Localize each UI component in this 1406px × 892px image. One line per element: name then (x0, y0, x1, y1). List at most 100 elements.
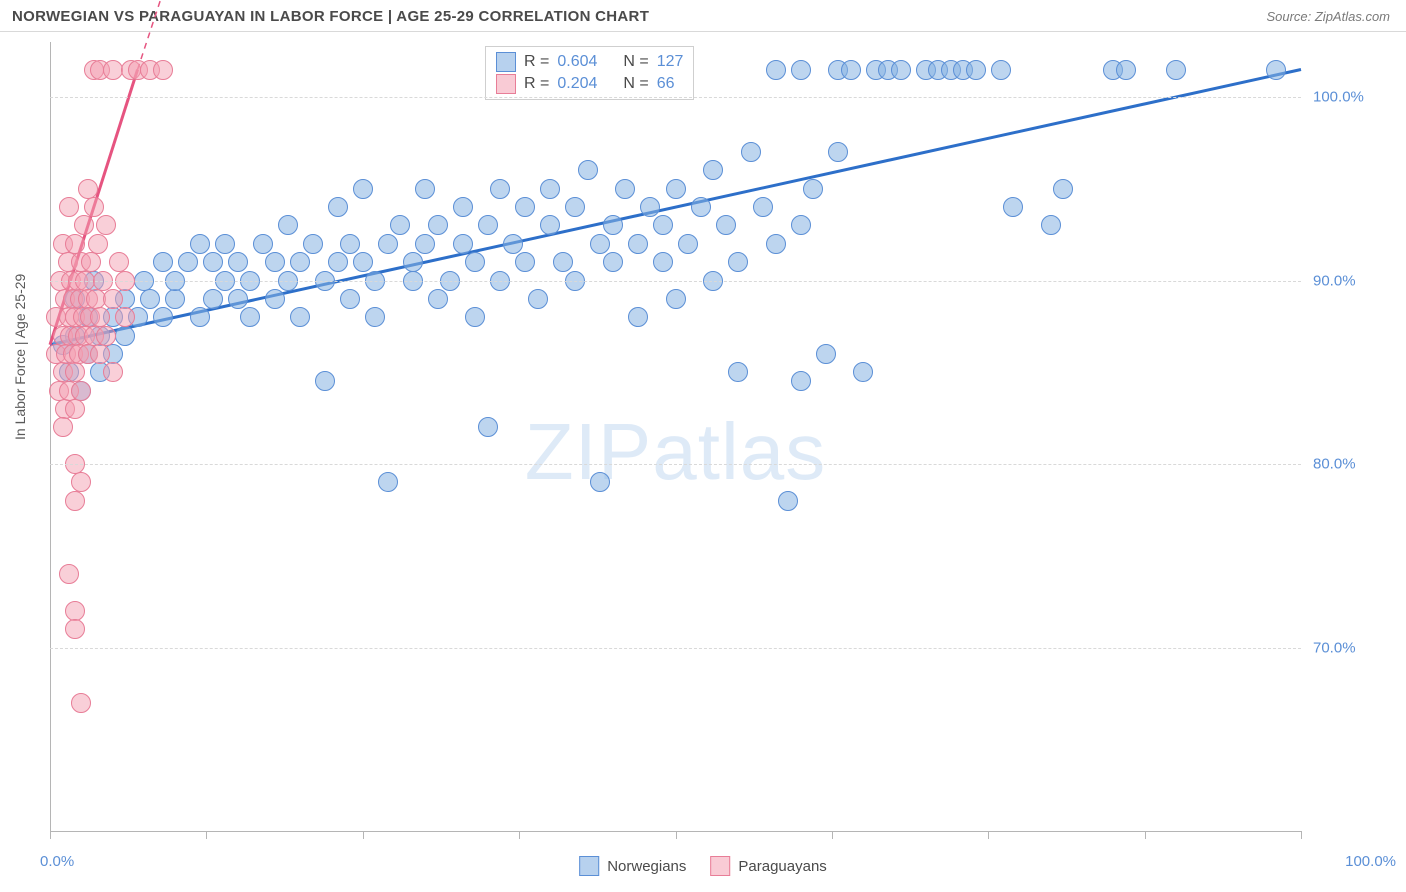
data-point (59, 564, 79, 584)
data-point (691, 197, 711, 217)
legend-r-value: 0.604 (557, 53, 597, 71)
data-point (966, 60, 986, 80)
data-point (303, 234, 323, 254)
legend-series-label: Norwegians (607, 858, 686, 875)
legend-n-label: N = (623, 53, 648, 71)
data-point (791, 215, 811, 235)
legend-r-label: R = (524, 53, 549, 71)
data-point (315, 371, 335, 391)
data-point (590, 234, 610, 254)
data-point (653, 252, 673, 272)
data-point (153, 60, 173, 80)
data-point (290, 252, 310, 272)
x-tick (519, 831, 520, 839)
data-point (96, 326, 116, 346)
data-point (465, 307, 485, 327)
data-point (590, 472, 610, 492)
data-point (666, 179, 686, 199)
data-point (178, 252, 198, 272)
legend-item: Paraguayans (710, 856, 826, 876)
data-point (803, 179, 823, 199)
x-axis-label-min: 0.0% (40, 853, 74, 870)
data-point (109, 252, 129, 272)
x-tick (1301, 831, 1302, 839)
data-point (728, 362, 748, 382)
data-point (603, 215, 623, 235)
data-point (278, 215, 298, 235)
x-tick (206, 831, 207, 839)
data-point (453, 234, 473, 254)
legend-n-value: 66 (657, 75, 675, 93)
data-point (90, 344, 110, 364)
legend-n-value: 127 (657, 53, 684, 71)
data-point (515, 252, 535, 272)
data-point (90, 307, 110, 327)
plot-area: ZIPatlas R =0.604N =127R =0.204N =66 70.… (50, 42, 1301, 832)
data-point (478, 417, 498, 437)
x-axis-label-max: 100.0% (1345, 853, 1396, 870)
y-tick-label: 90.0% (1313, 272, 1356, 289)
data-point (415, 179, 435, 199)
data-point (115, 326, 135, 346)
data-point (703, 160, 723, 180)
legend-swatch (496, 52, 516, 72)
data-point (778, 491, 798, 511)
data-point (578, 160, 598, 180)
scatter-points-layer (50, 42, 1301, 831)
data-point (153, 252, 173, 272)
data-point (65, 491, 85, 511)
data-point (716, 215, 736, 235)
data-point (365, 307, 385, 327)
data-point (1053, 179, 1073, 199)
data-point (290, 307, 310, 327)
data-point (816, 344, 836, 364)
data-point (71, 693, 91, 713)
data-point (666, 289, 686, 309)
data-point (403, 252, 423, 272)
y-axis-title: In Labor Force | Age 25-29 (12, 274, 28, 440)
x-tick (363, 831, 364, 839)
legend-item: Norwegians (579, 856, 686, 876)
data-point (81, 252, 101, 272)
data-point (415, 234, 435, 254)
data-point (653, 215, 673, 235)
data-point (766, 234, 786, 254)
x-tick (988, 831, 989, 839)
y-tick-label: 100.0% (1313, 89, 1364, 106)
gridline (50, 97, 1301, 98)
data-point (378, 234, 398, 254)
data-point (353, 179, 373, 199)
data-point (84, 197, 104, 217)
legend-r-value: 0.204 (557, 75, 597, 93)
y-tick-label: 80.0% (1313, 456, 1356, 473)
data-point (203, 252, 223, 272)
data-point (65, 362, 85, 382)
gridline (50, 464, 1301, 465)
data-point (741, 142, 761, 162)
data-point (215, 234, 235, 254)
legend-swatch (710, 856, 730, 876)
chart-title: NORWEGIAN VS PARAGUAYAN IN LABOR FORCE |… (12, 8, 649, 25)
data-point (540, 215, 560, 235)
data-point (115, 307, 135, 327)
data-point (378, 472, 398, 492)
data-point (428, 215, 448, 235)
data-point (140, 289, 160, 309)
data-point (390, 215, 410, 235)
data-point (228, 289, 248, 309)
data-point (991, 60, 1011, 80)
legend-row: R = 0.604 N = 127 (496, 51, 683, 73)
data-point (1266, 60, 1286, 80)
data-point (203, 289, 223, 309)
data-point (1116, 60, 1136, 80)
data-point (190, 234, 210, 254)
data-point (328, 252, 348, 272)
data-point (1041, 215, 1061, 235)
data-point (53, 417, 73, 437)
gridline (50, 648, 1301, 649)
data-point (603, 252, 623, 272)
data-point (103, 60, 123, 80)
data-point (678, 234, 698, 254)
chart-source: Source: ZipAtlas.com (1266, 9, 1390, 24)
legend-r-label: R = (524, 75, 549, 93)
